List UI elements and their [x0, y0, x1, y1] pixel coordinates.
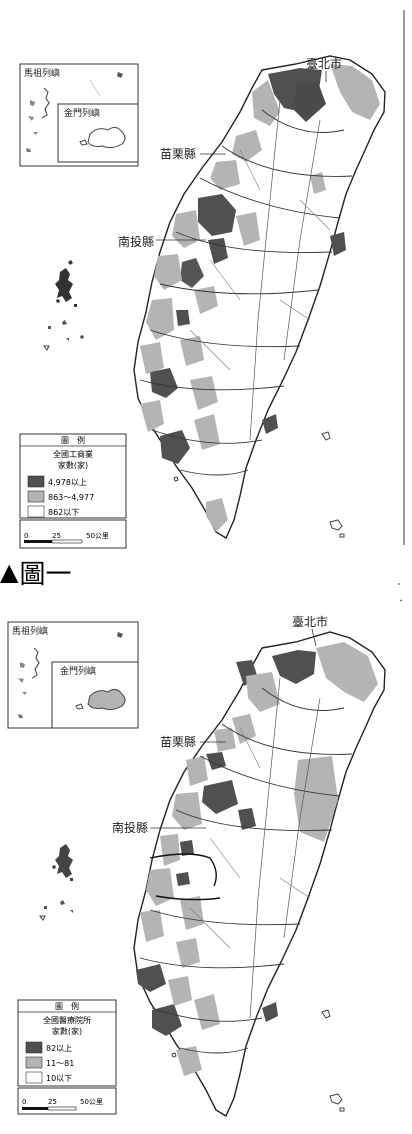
legend-2-label-mid: 11～81 [46, 1059, 74, 1068]
inset-kinmen-label: 金門列嶼 [64, 107, 100, 119]
liuqiu-island-2 [171, 1052, 177, 1058]
scale-1-zero: 0 [24, 532, 28, 540]
map-1-business-establishments: 馬祖列嶼 金門列嶼 [0, 0, 412, 552]
legend-2-swatch-low [25, 1071, 43, 1084]
label-miaoli: 苗栗縣 [160, 147, 196, 161]
label-miaoli-2: 苗栗縣 [160, 735, 196, 749]
inset-matsu-label-2: 馬祖列嶼 [12, 625, 48, 637]
legend-2-subtitle-1: 全國醫療院所 [43, 1015, 91, 1025]
scale-bar-1: 0 25 50公里 [19, 519, 127, 549]
green-island [321, 431, 331, 441]
penghu-islands [43, 260, 84, 351]
penghu-islands-2 [39, 844, 73, 921]
legend-1-swatch-mid [27, 490, 45, 503]
scale-2-mid: 25 [48, 1098, 57, 1106]
legend-2-title: 圖 例 [55, 1001, 79, 1011]
stray-marks [398, 583, 403, 602]
map-1-svg: 馬祖列嶼 金門列嶼 [19, 10, 405, 549]
legend-1-title: 圖 例 [61, 435, 85, 445]
legend-1-subtitle-1: 全國工商業 [53, 449, 93, 459]
legend-2-swatch-mid [25, 1056, 43, 1069]
legend-2-label-high: 82以上 [46, 1044, 72, 1053]
orchid-island [329, 519, 345, 538]
legend-1-swatch-low [27, 505, 45, 518]
taiwan-main-island [133, 55, 386, 540]
caption-text: 圖一 [19, 559, 72, 590]
legend-1-subtitle-2: 家數(家) [58, 460, 88, 470]
legend-1-label-low: 862以下 [48, 508, 79, 517]
label-nantou: 南投縣 [118, 234, 154, 249]
label-taipei-2: 臺北市 [292, 614, 328, 629]
green-island-2 [321, 1009, 331, 1019]
label-taipei: 臺北市 [306, 56, 342, 71]
scale-bar-2: 0 25 50公里 [17, 1087, 117, 1115]
scale-2-zero: 0 [22, 1098, 26, 1106]
taiwan-main-island-2 [133, 631, 386, 1118]
scale-1-end: 50公里 [86, 532, 109, 540]
inset-kinmen: 金門列嶼 [57, 103, 139, 163]
legend-2-swatch-high [25, 1041, 43, 1054]
inset-matsu-label: 馬祖列嶼 [24, 67, 60, 79]
caption-marker-icon: ▲ [0, 558, 19, 586]
legend-2-label-low: 10以下 [46, 1074, 72, 1083]
legend-1-label-mid: 863～4,977 [48, 493, 94, 502]
legend-2-subtitle-2: 家數(家) [52, 1026, 82, 1036]
map-2-svg: 馬祖列嶼 金門列嶼 [7, 583, 403, 1118]
leader-taipei-2 [311, 628, 317, 647]
figure-caption: ▲ 圖一 [0, 556, 72, 590]
inset-kinmen-2: 金門列嶼 [51, 661, 139, 729]
legend-1-label-high: 4,978以上 [48, 478, 87, 487]
scale-2-end: 50公里 [80, 1098, 103, 1106]
map-2-medical-institutions: 馬祖列嶼 金門列嶼 [0, 580, 412, 1130]
orchid-island-2 [329, 1093, 345, 1112]
liuqiu-island [173, 476, 179, 482]
label-nantou-2: 南投縣 [112, 820, 148, 835]
legend-1: 圖 例 全國工商業 家數(家) 4,978以上 863～4,977 862以下 [19, 433, 127, 519]
legend-2: 圖 例 全國醫療院所 家數(家) 82以上 11～81 10以下 [17, 999, 117, 1087]
scale-1-mid: 25 [52, 532, 61, 540]
legend-1-swatch-high [27, 475, 45, 488]
inset-kinmen-label-2: 金門列嶼 [60, 665, 96, 677]
